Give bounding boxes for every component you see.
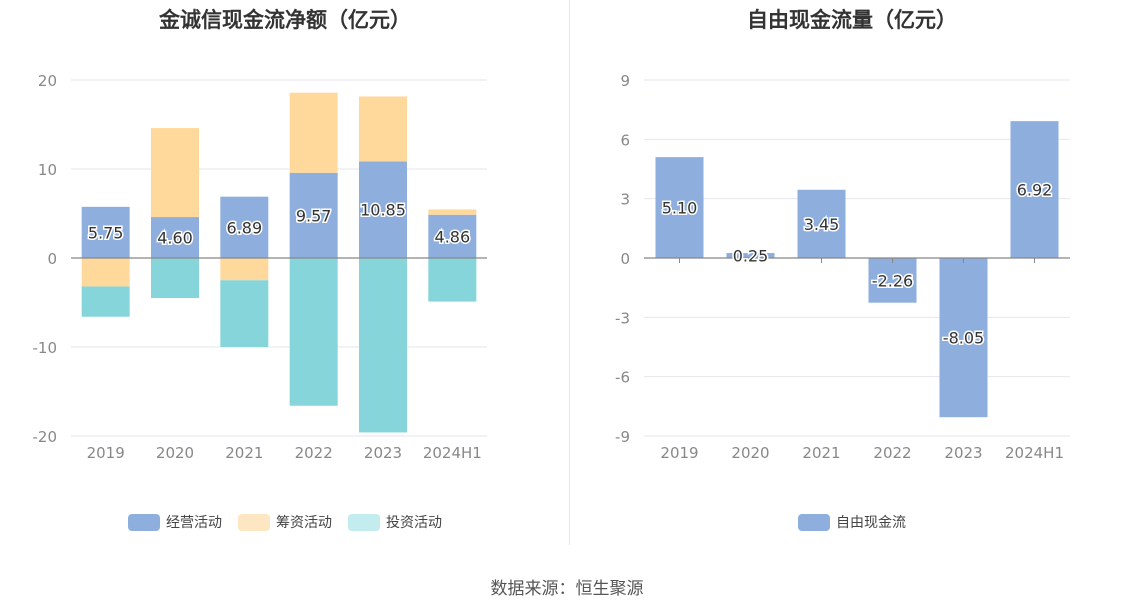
legend-swatch-financing (238, 513, 270, 531)
cashflow-net-bar-financing (220, 258, 269, 281)
cashflow-net-data-label: 4.86 (435, 227, 471, 246)
cashflow-net-bar-financing (359, 96, 407, 162)
panel-divider (569, 0, 570, 545)
free-cashflow-y-tick-label: -3 (615, 309, 630, 327)
free-cashflow-bar-fcf (726, 253, 775, 258)
cashflow-net-data-label: 9.57 (296, 206, 332, 225)
cashflow-net-bar-financing (81, 258, 130, 287)
cashflow-net-bar-investing (428, 258, 477, 302)
cashflow-net-legend: 经营活动 筹资活动 投资活动 (0, 512, 570, 532)
cashflow-net-panel: 金诚信现金流净额（亿元） -20 -10 0 10 20 2019 2020 2021 2022… (0, 0, 570, 560)
free-cashflow-bar-fcf (797, 189, 846, 258)
legend-swatch-operating (128, 513, 160, 531)
free-cashflow-data-label: 0.25 (733, 247, 769, 266)
cashflow-net-bar-financing (289, 92, 338, 173)
cashflow-net-y-tick-label: 20 (38, 72, 57, 90)
cashflow-net-data-label: 6.89 (227, 218, 263, 237)
free-cashflow-data-label: 6.92 (1017, 181, 1053, 200)
free-cashflow-x-tick-label: 2024H1 (1005, 444, 1064, 462)
free-cashflow-chart: -9 -6 -3 0 3 6 9 2019 2020 2021 2022 2023 2024H1 5.10… (615, 72, 1070, 462)
free-cashflow-panel: 自由现金流量（亿元） -9 -6 -3 0 3 6 9 2019 2020 2021 2022 202… (570, 0, 1134, 560)
free-cashflow-y-tick-label: 6 (620, 131, 630, 149)
cashflow-net-bar-investing (289, 258, 338, 406)
cashflow-net-data-label: 5.75 (88, 223, 124, 242)
free-cashflow-x-tick-label: 2021 (802, 444, 840, 462)
free-cashflow-x-tick-label: 2020 (731, 444, 769, 462)
free-cashflow-x-tick-label: 2019 (660, 444, 698, 462)
cashflow-net-y-tick-label: 0 (47, 250, 57, 268)
cashflow-net-title: 金诚信现金流净额（亿元） (159, 8, 411, 32)
legend-item-fcf[interactable]: 自由现金流 (798, 512, 906, 532)
cashflow-net-x-tick-label: 2021 (225, 444, 263, 462)
data-source-note: 数据来源：恒生聚源 (490, 579, 644, 599)
free-cashflow-x-tick-label: 2022 (873, 444, 911, 462)
cashflow-net-y-tick-label: -10 (33, 339, 58, 357)
free-cashflow-x-tick-label: 2023 (944, 444, 982, 462)
free-cashflow-legend: 自由现金流 (570, 512, 1134, 532)
cashflow-net-bar-financing (428, 209, 477, 215)
free-cashflow-data-label: 3.45 (804, 215, 840, 234)
cashflow-net-x-tick-label: 2024H1 (423, 444, 482, 462)
legend-swatch-fcf (798, 513, 830, 531)
cashflow-net-bar-investing (151, 258, 199, 299)
legend-item-financing[interactable]: 筹资活动 (238, 512, 332, 532)
free-cashflow-bar-fcf (655, 157, 704, 258)
legend-swatch-investing (348, 513, 380, 531)
cashflow-net-bar-financing (151, 128, 199, 218)
legend-item-operating[interactable]: 经营活动 (128, 512, 222, 532)
free-cashflow-y-tick-label: -6 (615, 369, 630, 387)
legend-label-operating: 经营活动 (166, 515, 222, 531)
legend-label-investing: 投资活动 (386, 515, 442, 531)
free-cashflow-data-label: -8.05 (943, 329, 984, 348)
cashflow-net-x-tick-label: 2020 (156, 444, 194, 462)
cashflow-net-x-tick-label: 2023 (364, 444, 402, 462)
cashflow-net-bar-operating (151, 217, 199, 258)
cashflow-net-data-label: 10.85 (360, 201, 406, 220)
legend-label-financing: 筹资活动 (276, 515, 332, 531)
legend-item-investing[interactable]: 投资活动 (348, 512, 442, 532)
free-cashflow-y-tick-label: -9 (615, 428, 630, 446)
cashflow-net-bar-operating (289, 172, 338, 258)
free-cashflow-y-tick-label: 3 (620, 191, 630, 209)
free-cashflow-y-tick-label: 0 (620, 250, 630, 268)
cashflow-net-data-label: 4.60 (157, 229, 193, 248)
free-cashflow-bar-fcf (939, 258, 988, 418)
cashflow-net-bar-operating (81, 206, 130, 258)
cashflow-net-bar-operating (428, 214, 477, 258)
free-cashflow-y-tick-label: 9 (620, 72, 630, 90)
cashflow-net-x-tick-label: 2022 (295, 444, 333, 462)
cashflow-net-bar-operating (359, 161, 407, 258)
cashflow-net-bar-investing (359, 258, 407, 433)
legend-label-fcf: 自由现金流 (836, 515, 906, 531)
free-cashflow-bar-fcf (868, 258, 917, 303)
free-cashflow-title: 自由现金流量（亿元） (747, 8, 957, 32)
cashflow-net-y-tick-label: 10 (38, 161, 57, 179)
cashflow-net-bar-investing (220, 280, 269, 347)
free-cashflow-data-label: -2.26 (872, 271, 913, 290)
free-cashflow-data-label: 5.10 (662, 199, 698, 218)
free-cashflow-bar-fcf (1010, 121, 1059, 258)
cashflow-net-chart: -20 -10 0 10 20 2019 2020 2021 2022 2023 2024H1 5.7… (33, 72, 487, 462)
cashflow-net-bar-investing (81, 286, 130, 317)
cashflow-net-x-tick-label: 2019 (87, 444, 125, 462)
cashflow-net-bar-operating (220, 196, 269, 258)
cashflow-net-y-tick-label: -20 (33, 428, 58, 446)
